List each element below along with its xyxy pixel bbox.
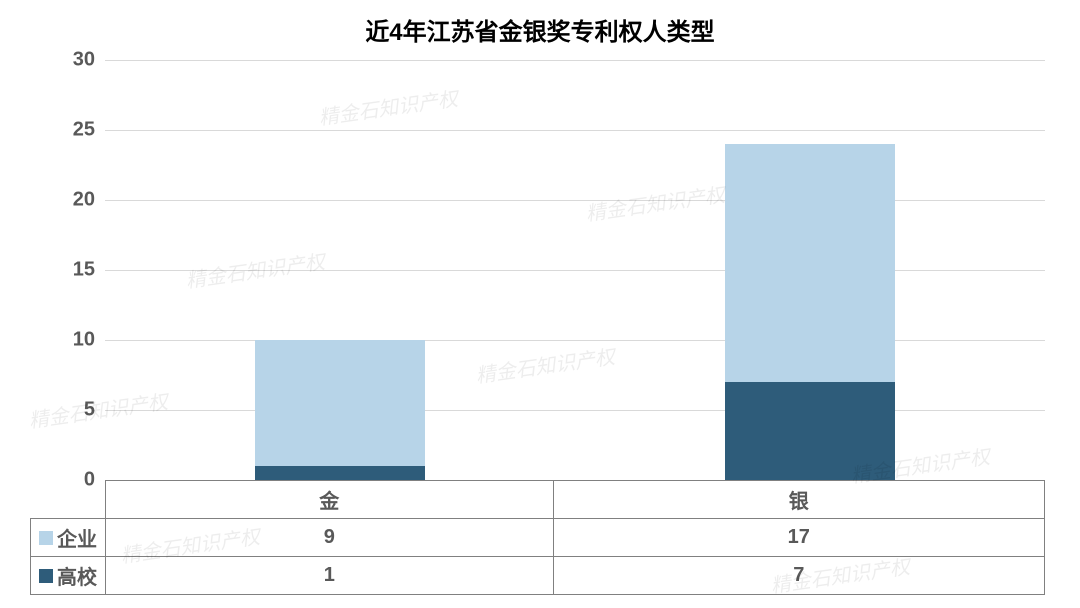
- ytick-label: 30: [73, 49, 105, 72]
- table-cell: 17: [553, 519, 1044, 557]
- table-category-header: 银: [553, 481, 1044, 519]
- legend-text: 高校: [57, 567, 97, 589]
- table-cell: 7: [553, 557, 1044, 595]
- ytick-label: 25: [73, 118, 105, 141]
- ytick-label: 20: [73, 188, 105, 211]
- gridline: [105, 270, 1045, 271]
- ytick-label: 15: [73, 259, 105, 282]
- legend-swatch: [39, 531, 53, 545]
- chart-container: 近4年江苏省金银奖专利权人类型 051015202530 金银企业 917 高校 17…: [0, 0, 1080, 608]
- legend-swatch: [39, 569, 53, 583]
- bar-segment-高校: [725, 382, 894, 480]
- bar-group-金: [255, 340, 424, 480]
- gridline: [105, 340, 1045, 341]
- legend-text: 企业: [57, 529, 97, 551]
- gridline: [105, 410, 1045, 411]
- plot-area: 051015202530: [105, 60, 1045, 480]
- table-series-label: 企业: [31, 519, 106, 557]
- table-series-label: 高校: [31, 557, 106, 595]
- gridline: [105, 60, 1045, 61]
- table-cell: 1: [106, 557, 554, 595]
- bar-segment-高校: [255, 466, 424, 480]
- bar-group-银: [725, 144, 894, 480]
- bar-segment-企业: [255, 340, 424, 466]
- table-corner: [31, 481, 106, 519]
- bar-segment-企业: [725, 144, 894, 382]
- ytick-label: 10: [73, 328, 105, 351]
- gridline: [105, 200, 1045, 201]
- gridline: [105, 130, 1045, 131]
- chart-title: 近4年江苏省金银奖专利权人类型: [0, 12, 1080, 47]
- data-table: 金银企业 917 高校 17: [30, 480, 1045, 595]
- table-cell: 9: [106, 519, 554, 557]
- table-category-header: 金: [106, 481, 554, 519]
- ytick-label: 5: [84, 399, 105, 422]
